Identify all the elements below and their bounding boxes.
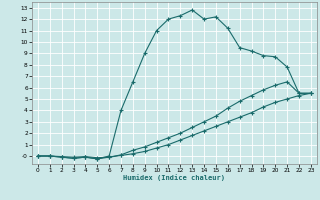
X-axis label: Humidex (Indice chaleur): Humidex (Indice chaleur) <box>124 175 225 181</box>
